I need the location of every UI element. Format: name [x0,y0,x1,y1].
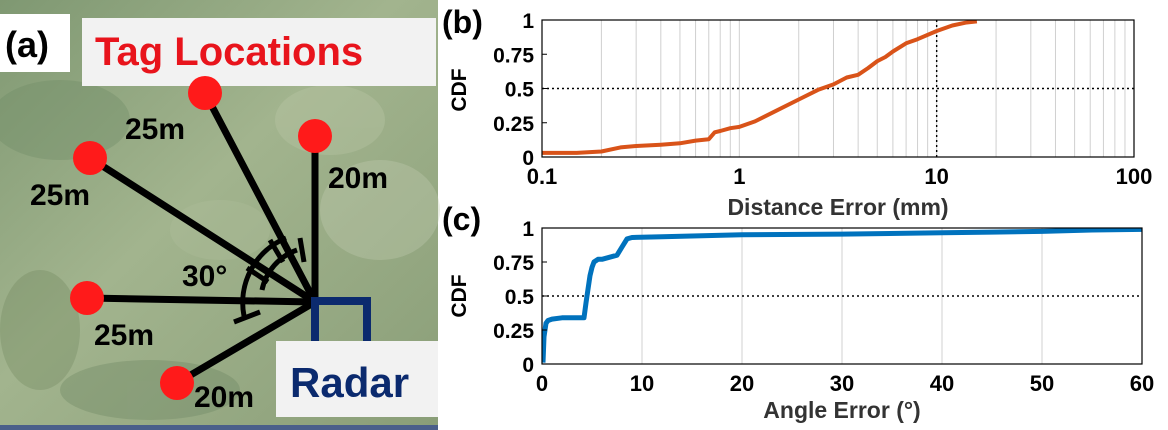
y-tick-label: 0.75 [493,44,534,67]
panel-a: (a) Tag Locations [0,0,440,430]
chart-b-y-tick-labels: 0 0.25 0.5 0.75 1 [493,10,547,170]
chart-b-cdf-line [542,20,978,155]
panel-b: (b) 0 0.25 0.5 0.75 1 0.1 1 10 100 Distance Err… [442,4,1152,220]
tag-marker [70,281,104,315]
chart-b-x-axis-label: Distance Error (mm) [727,194,948,220]
tag-distance-label: 25m [125,113,185,146]
x-tick-label: 0 [536,371,548,396]
chart-c-y-axis-label: CDF [448,274,471,317]
y-tick-label: 0 [522,147,534,170]
tag-distance-label: 20m [328,162,388,195]
tag-locations-title: Tag Locations [95,30,363,74]
x-tick-label: 40 [930,371,954,396]
radar-label: Radar [290,359,409,406]
y-tick-label: 0.25 [493,113,534,136]
chart-b-reference-lines [542,20,1134,157]
chart-c-y-tick-labels: 0 0.25 0.5 0.75 1 [493,218,547,377]
x-tick-label: 0.1 [527,164,558,189]
tag-distance-label: 25m [94,319,154,352]
chart-b-y-axis-label: CDF [448,68,471,111]
x-tick-label: 1 [733,164,745,189]
panel-b-label: (b) [442,4,483,40]
x-tick-label: 100 [1116,164,1153,189]
chart-c-x-tick-labels: 0 10 20 30 40 50 60 [536,371,1154,396]
x-tick-label: 20 [730,371,754,396]
x-tick-label: 30 [830,371,854,396]
angle-label: 30° [182,260,227,293]
x-tick-label: 50 [1030,371,1054,396]
tag-marker [298,119,332,153]
x-tick-label: 60 [1130,371,1154,396]
y-tick-label: 0.25 [493,320,534,343]
x-tick-label: 10 [924,164,948,189]
tag-marker [188,76,222,110]
angle-arcs [233,235,307,325]
tag-marker [160,366,194,400]
panel-c: (c) 0 0.25 0.5 0.75 1 0 10 20 30 40 50 60 Angle Er… [442,201,1154,423]
tag-lines [83,89,319,387]
y-tick-label: 0.5 [505,286,535,309]
y-tick-label: 0.75 [493,252,534,275]
y-tick-label: 1 [522,10,534,33]
tag-markers [70,76,332,400]
chart-b-x-tick-labels: 0.1 1 10 100 [527,164,1153,189]
x-tick-label: 10 [630,371,654,396]
y-tick-label: 1 [522,218,534,241]
y-tick-label: 0.5 [505,79,535,102]
field-texture [0,80,440,420]
tag-marker [73,141,107,175]
panel-a-label: (a) [5,24,49,65]
tag-distance-label: 25m [30,179,90,212]
chart-c-cdf-line [542,228,1142,363]
chart-c-x-axis-label: Angle Error (°) [763,397,920,423]
tag-distance-label: 20m [194,381,254,414]
y-tick-label: 0 [522,354,534,377]
panel-c-label: (c) [442,201,481,237]
